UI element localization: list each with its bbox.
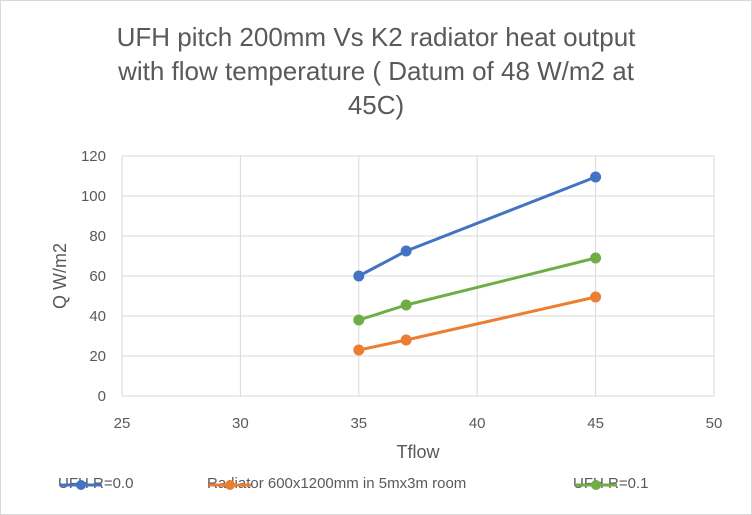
legend-swatch [209,480,251,490]
x-tick-label: 40 [469,415,486,432]
chart-title-line-1: UFH pitch 200mm Vs K2 radiator heat outp… [116,22,636,52]
x-tick-label: 50 [706,415,723,432]
data-point [590,291,602,303]
legend-item-1: UFH R=0.0 [58,475,133,492]
chart-title-line-3: 45C) [347,90,405,120]
legend-item-2: Radiator 600x1200mm in 5mx3m room [207,475,466,492]
legend-swatch [575,480,617,490]
legend-swatch-marker [225,480,235,490]
data-point [353,314,365,326]
x-tick-label: 45 [587,415,604,432]
x-tick-label: 30 [232,415,249,432]
y-tick-label: 120 [81,148,106,165]
series-2 [353,291,602,356]
y-tick-label: 60 [89,268,106,285]
chart-title: UFH pitch 200mm Vs K2 radiator heat outp… [0,20,752,122]
y-tick-label: 20 [89,348,106,365]
legend-swatch-marker [591,480,601,490]
legend-swatch [60,480,102,490]
series-3 [353,252,602,326]
data-point [353,270,365,282]
chart-title-line-2: with flow temperature ( Datum of 48 W/m2… [118,56,634,86]
gridlines [121,155,715,397]
legend: UFH R=0.0 Radiator 600x1200mm in 5mx3m ro… [0,475,752,499]
x-axis-label: Tflow [396,442,440,462]
x-tick-label: 25 [114,415,131,432]
data-point [400,245,412,257]
series-1 [353,171,602,282]
data-point [590,171,602,183]
y-tick-label: 0 [98,388,106,405]
y-tick-label: 40 [89,308,106,325]
y-axis-label: Q W/m2 [50,243,70,309]
series-layer [353,171,602,356]
tick-labels: 0 20 40 60 80 100 120 25 30 35 40 45 50 [81,148,722,432]
legend-item-3: UFH R=0.1 [573,475,648,492]
x-tick-label: 35 [350,415,367,432]
data-point [353,344,365,356]
y-tick-label: 80 [89,228,106,245]
legend-swatch-marker [76,480,86,490]
y-tick-label: 100 [81,188,106,205]
legend-label: Radiator 600x1200mm in 5mx3m room [207,475,467,492]
data-point [400,334,412,346]
data-point [590,252,602,264]
data-point [400,299,412,311]
